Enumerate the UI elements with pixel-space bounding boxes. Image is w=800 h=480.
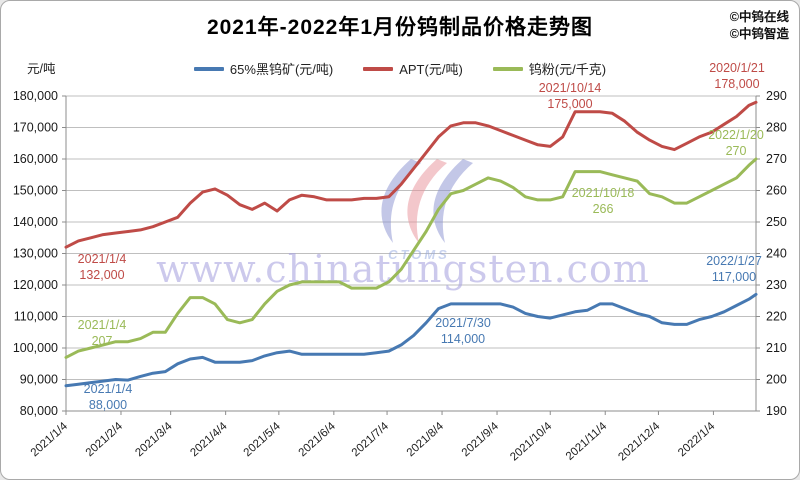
y-right-tick-label: 250: [766, 215, 787, 229]
y-left-tick-label: 110,000: [14, 310, 58, 324]
x-tick-label: 2021/11/4: [564, 420, 610, 463]
x-tick-label: 2021/6/4: [297, 420, 339, 459]
y-right-tick-label: 210: [766, 341, 787, 355]
series-line-0: [64, 292, 758, 388]
y-right-tick-label: 190: [766, 404, 787, 418]
y-left-tick-label: 150,000: [13, 184, 58, 198]
legend-label-tungsten-powder: 钨粉(元/千克): [528, 62, 607, 77]
y-left-tick-label: 80,000: [20, 404, 58, 418]
x-tick-label: 2021/2/4: [84, 420, 126, 459]
x-tick-label: 2021/10/4: [508, 420, 554, 464]
x-tick-label: 2021/7/4: [350, 420, 392, 459]
y-axis-unit-label: 元/吨: [27, 62, 56, 76]
x-tick-label: 2021/4/4: [188, 420, 230, 459]
apt-line-swatch-icon: [363, 66, 394, 71]
y-left-tick-label: 160,000: [13, 152, 58, 166]
y-right-tick-label: 200: [766, 373, 787, 387]
site-logo-watermark-icon: CTOMS: [381, 159, 473, 262]
y-right-tick-label: 240: [766, 247, 787, 261]
y-left-tick-label: 170,000: [13, 121, 58, 135]
tungsten-powder-line-swatch-icon: [492, 66, 523, 71]
series-line-1: [64, 100, 758, 249]
x-tick-label: 2021/1/4: [29, 420, 71, 459]
chart-legend: 65%黑钨矿(元/吨) APT(元/吨) 钨粉(元/千克): [1, 59, 799, 78]
y-left-tick-label: 100,000: [13, 341, 58, 355]
legend-item-wolframite: 65%黑钨矿(元/吨): [193, 59, 334, 78]
x-tick-label: 2021/3/4: [133, 420, 175, 459]
logo-text: CTOMS: [388, 247, 450, 262]
series-line-2: [64, 157, 758, 359]
y-right-tick-label: 290: [766, 89, 787, 103]
y-right-tick-label: 280: [766, 121, 787, 135]
legend-item-tungsten-powder: 钨粉(元/千克): [492, 59, 607, 78]
copyright-line-1: ©中钨在线: [729, 10, 789, 24]
y-right-tick-label: 230: [766, 278, 787, 292]
y-left-tick-label: 140,000: [13, 215, 58, 229]
legend-item-apt: APT(元/吨): [363, 59, 463, 78]
y-left-tick-label: 130,000: [13, 247, 58, 261]
y-right-tick-label: 220: [766, 310, 787, 324]
copyright-block: ©中钨在线 ©中钨智造: [730, 9, 789, 43]
x-tick-label: 2022/1/4: [676, 420, 718, 459]
y-left-tick-label: 180,000: [13, 89, 58, 103]
legend-label-apt: APT(元/吨): [399, 62, 463, 77]
chart-title: 2021年-2022年1月份钨制品价格走势图: [206, 16, 594, 39]
x-tick-label: 2021/12/4: [616, 420, 662, 464]
legend-label-wolframite: 65%黑钨矿(元/吨): [229, 62, 334, 77]
wolframite-line-swatch-icon: [193, 66, 224, 71]
y-left-tick-label: 90,000: [20, 373, 58, 387]
x-tick-label: 2021/5/4: [242, 420, 284, 459]
x-tick-label: 2021/9/4: [460, 420, 502, 459]
copyright-line-2: ©中钨智造: [729, 27, 789, 41]
y-left-tick-label: 120,000: [13, 278, 58, 292]
y-right-tick-label: 260: [766, 184, 787, 198]
y-right-tick-label: 270: [766, 152, 787, 166]
x-tick-label: 2021/8/4: [405, 420, 447, 459]
